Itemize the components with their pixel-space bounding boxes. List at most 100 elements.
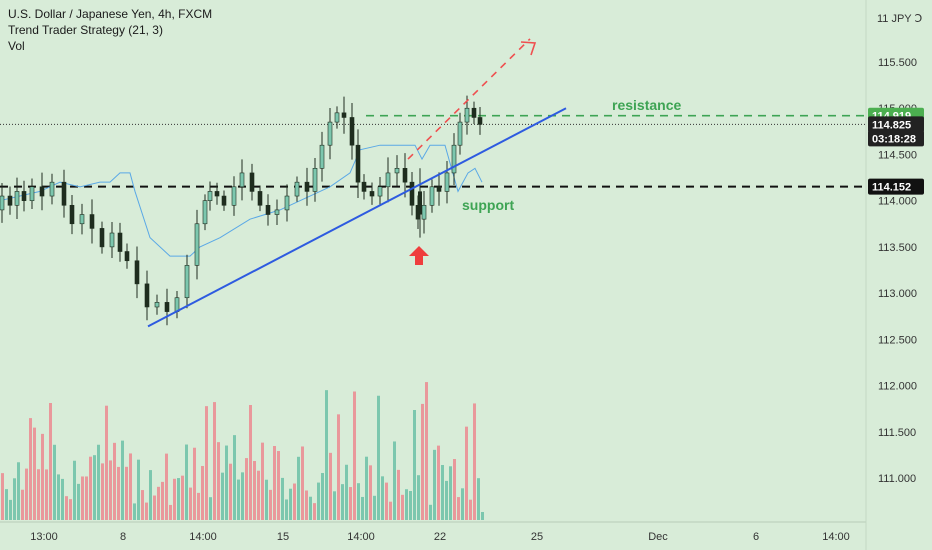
volume-bar [241,472,244,520]
trend-trader-indicator [0,144,483,257]
volume-bar [345,464,348,520]
price-badge-label: 114.152 [872,182,911,194]
volume-bar [181,475,184,520]
candle-body [436,186,442,192]
candle-body [349,117,355,146]
volume-label[interactable]: Vol [8,39,25,53]
volume-bar [457,497,460,520]
y-tick-label: 112.000 [878,381,917,393]
candle-body [144,283,150,308]
volume-bar [409,490,412,520]
volume-bar [465,426,468,520]
volume-bar [277,451,280,520]
projection-arrow-head [520,41,537,56]
x-tick-label: 6 [753,531,759,543]
candle-body [89,214,95,229]
candle-body [369,191,375,197]
volume-bar [137,459,140,520]
indicator-line [0,144,483,257]
volume-bar [93,455,96,520]
x-tick-label: Dec [648,531,668,543]
volume-bar [425,382,428,520]
volume-bar [41,433,44,520]
candle-body [79,214,85,225]
volume-bar [341,484,344,520]
candle-body [312,168,318,192]
volume-bar [285,499,288,520]
candle-body [69,204,75,225]
volume-bar [73,460,76,520]
projection-line [407,38,531,160]
volume-bar [101,463,104,520]
volume-bar [441,464,444,520]
volume-bar [229,463,232,520]
volume-bar [221,472,224,520]
volume-bar [205,406,208,520]
volume-bar [453,459,456,520]
up-arrow-icon [409,246,429,265]
candle-body [117,232,123,252]
volume-bar [57,474,60,520]
volume-bar [217,442,220,520]
candle-body [239,172,245,188]
y-tick-label: 111.500 [878,427,916,439]
volume-bar [117,466,120,520]
candle-body [49,181,55,197]
time-axis[interactable]: 13:00 8 14:00 15 14:00 22 25 Dec 6 14:00 [0,0,867,550]
volume-bar [405,489,408,520]
volume-bar [317,482,320,520]
volume-bar [89,456,92,520]
volume-bar [313,503,316,520]
candle-body [124,251,130,262]
volume-bar [325,390,328,520]
candle-body [265,204,271,215]
candle-body [304,181,310,192]
volume-bar [321,473,324,520]
volume-bar [105,405,108,520]
volume-bar [77,483,80,520]
volume-bar [177,478,180,520]
volume-bar [49,402,52,520]
symbol-title[interactable]: U.S. Dollar / Japanese Yen, 4h, FXCM [8,7,213,21]
candle-body [231,186,237,206]
volume-bar [25,468,28,520]
candle-body [221,195,227,206]
candle-body [421,204,427,220]
volume-bar [53,444,56,520]
candle-body [361,181,367,192]
volume-bar [333,491,336,520]
indicator-label[interactable]: Trend Trader Strategy (21, 3) [8,23,163,37]
volume-bar [125,466,128,520]
x-tick-label: 13:00 [30,531,58,543]
volume-bar [133,503,136,520]
volume-bar [165,453,168,520]
candle-body [164,302,170,312]
volume-bar [289,488,292,520]
candle-body [134,260,140,285]
x-tick-label: 25 [531,531,543,543]
x-tick-label: 15 [277,531,289,543]
volume-bar [413,409,416,520]
volume-bar [253,461,256,520]
candle-body [471,107,477,118]
candle-body [418,191,422,215]
volume-bar [113,442,116,520]
volume-bar [481,512,484,520]
candle-body [294,181,300,197]
volume-bar [373,495,376,520]
volume-bar [429,504,432,520]
volume-bar [385,482,388,520]
volume-bar [309,496,312,520]
volume-bar [85,476,88,520]
volume-bar [17,462,20,520]
candle-body [394,168,400,174]
volume-bar [301,446,304,520]
y-tick-label: 114.000 [878,196,917,208]
candlesticks [0,95,483,326]
volume-bar [361,496,364,520]
volume-bar [141,490,144,520]
volume-bar [461,488,464,520]
candle-body [154,302,160,308]
